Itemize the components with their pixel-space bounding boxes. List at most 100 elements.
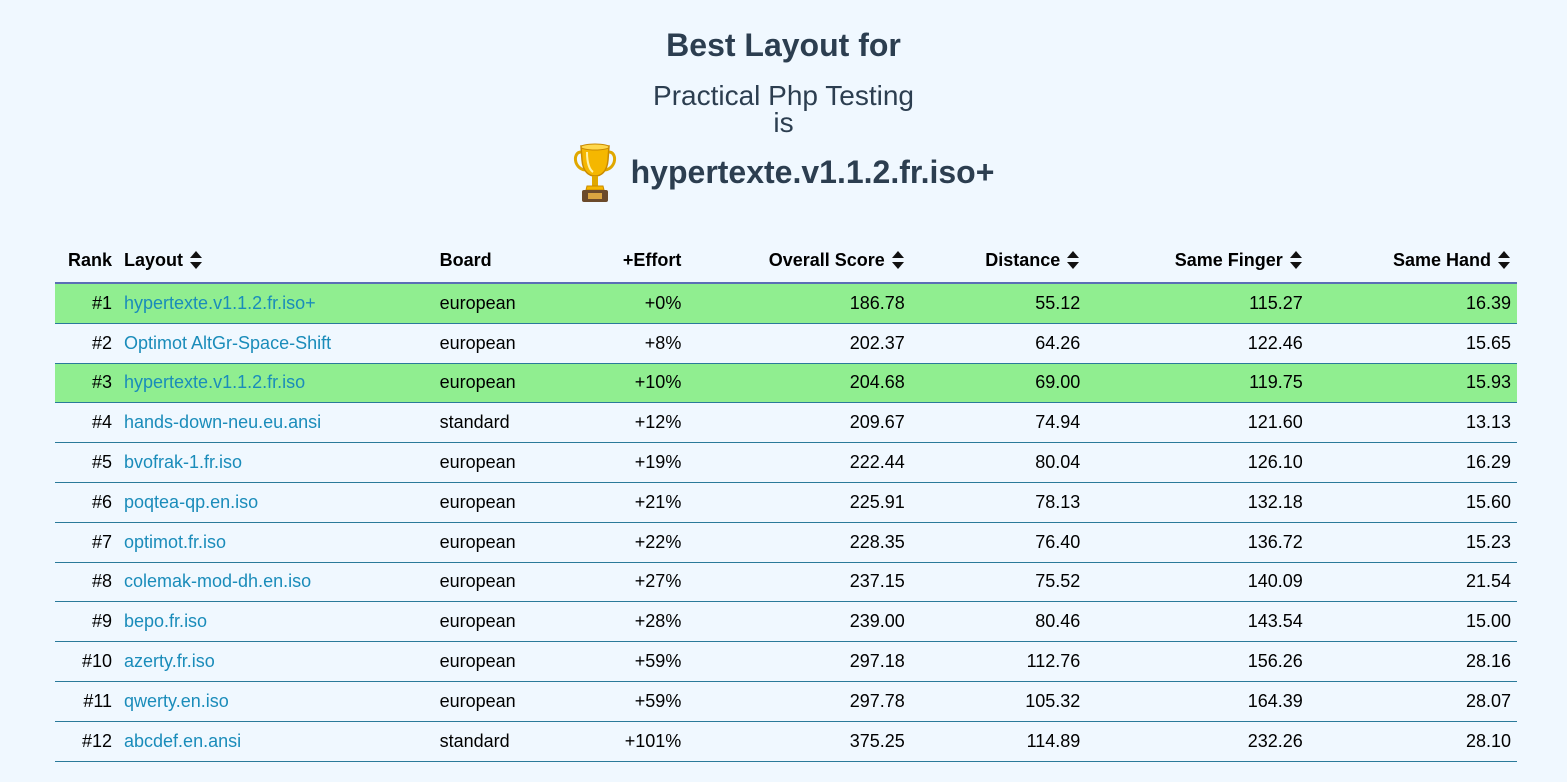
cell-board: european xyxy=(433,601,559,643)
cell-same-finger: 115.27 xyxy=(1086,283,1309,324)
cell-effort: +8% xyxy=(558,323,688,364)
cell-layout: optimot.fr.iso xyxy=(118,522,434,563)
cell-same-hand: 15.65 xyxy=(1308,323,1517,364)
cell-distance: 78.13 xyxy=(910,482,1087,523)
cell-board: european xyxy=(433,641,559,682)
cell-layout: qwerty.en.iso xyxy=(118,681,434,722)
cell-board: european xyxy=(433,363,559,404)
cell-same-finger: 126.10 xyxy=(1086,442,1309,483)
sort-icon[interactable] xyxy=(1497,250,1511,270)
winner-layout-name: hypertexte.v1.1.2.fr.iso+ xyxy=(630,153,995,190)
layout-link[interactable]: poqtea-qp.en.iso xyxy=(124,491,259,512)
cell-effort: +101% xyxy=(558,721,688,762)
results-table: Rank Layout Board +Effort Overall Score … xyxy=(55,239,1517,762)
cell-effort: +10% xyxy=(558,363,688,404)
cell-distance: 74.94 xyxy=(910,402,1087,444)
table-row: #8 colemak-mod-dh.en.iso european +27% 237.1… xyxy=(55,562,1517,603)
cell-overall-score: 239.00 xyxy=(687,601,911,643)
cell-overall-score: 222.44 xyxy=(687,442,911,483)
sort-icon[interactable] xyxy=(1289,250,1303,270)
connector-text: is xyxy=(773,107,794,138)
cell-same-hand: 28.07 xyxy=(1308,681,1517,722)
layout-link[interactable]: qwerty.en.iso xyxy=(124,690,229,711)
cell-layout: colemak-mod-dh.en.iso xyxy=(118,562,434,603)
table-header-row: Rank Layout Board +Effort Overall Score … xyxy=(55,239,1517,284)
cell-distance: 76.40 xyxy=(910,522,1087,563)
cell-board: european xyxy=(433,522,559,563)
column-header-same-hand[interactable]: Same Hand xyxy=(1308,239,1517,284)
table-row: #7 optimot.fr.iso european +22% 228.35 76.40 1… xyxy=(55,522,1517,563)
page-title: Best Layout for xyxy=(666,27,901,63)
cell-effort: +28% xyxy=(558,601,688,643)
trophy-icon xyxy=(573,143,616,202)
column-header-distance[interactable]: Distance xyxy=(910,239,1087,284)
layout-link[interactable]: bvofrak-1.fr.iso xyxy=(124,452,243,473)
cell-same-finger: 136.72 xyxy=(1086,522,1309,563)
layout-link[interactable]: hypertexte.v1.1.2.fr.iso xyxy=(124,372,306,393)
cell-layout: hypertexte.v1.1.2.fr.iso xyxy=(118,363,434,404)
cell-distance: 75.52 xyxy=(910,562,1087,603)
table-row: #5 bvofrak-1.fr.iso european +19% 222.44 80.0… xyxy=(55,442,1517,483)
winner-banner: hypertexte.v1.1.2.fr.iso+ xyxy=(0,142,1567,206)
table-row: #1 hypertexte.v1.1.2.fr.iso+ european +0% 18… xyxy=(55,283,1517,324)
cell-rank: #11 xyxy=(55,681,119,722)
table-row: #10 azerty.fr.iso european +59% 297.18 112.76… xyxy=(55,641,1517,682)
sort-icon[interactable] xyxy=(891,250,905,270)
cell-same-finger: 140.09 xyxy=(1086,562,1309,603)
table-row: #4 hands-down-neu.eu.ansi standard +12% 209.… xyxy=(55,402,1517,444)
cell-same-finger: 121.60 xyxy=(1086,402,1309,444)
cell-rank: #4 xyxy=(55,402,119,444)
cell-layout: hypertexte.v1.1.2.fr.iso+ xyxy=(118,283,434,324)
layout-link[interactable]: optimot.fr.iso xyxy=(124,531,227,552)
layout-link[interactable]: azerty.fr.iso xyxy=(124,651,215,672)
cell-distance: 80.46 xyxy=(910,601,1087,643)
cell-board: european xyxy=(433,323,559,364)
layout-link[interactable]: colemak-mod-dh.en.iso xyxy=(124,571,312,592)
layout-link[interactable]: Optimot AltGr-Space-Shift xyxy=(124,332,332,353)
cell-distance: 105.32 xyxy=(910,681,1087,722)
cell-distance: 55.12 xyxy=(910,283,1087,324)
cell-rank: #12 xyxy=(55,721,119,762)
cell-effort: +0% xyxy=(558,283,688,324)
cell-distance: 112.76 xyxy=(910,641,1087,682)
column-header-same-finger[interactable]: Same Finger xyxy=(1086,239,1309,284)
layout-link[interactable]: abcdef.en.ansi xyxy=(124,730,242,751)
cell-layout: hands-down-neu.eu.ansi xyxy=(118,402,434,444)
layout-link[interactable]: hypertexte.v1.1.2.fr.iso+ xyxy=(124,292,316,313)
cell-rank: #8 xyxy=(55,562,119,603)
cell-rank: #5 xyxy=(55,442,119,483)
table-row: #12 abcdef.en.ansi standard +101% 375.25 114.… xyxy=(55,721,1517,762)
sort-icon[interactable] xyxy=(189,250,203,270)
cell-overall-score: 237.15 xyxy=(687,562,911,603)
cell-effort: +27% xyxy=(558,562,688,603)
table-row: #9 bepo.fr.iso european +28% 239.00 80.46 143.… xyxy=(55,601,1517,643)
cell-same-hand: 16.29 xyxy=(1308,442,1517,483)
cell-board: standard xyxy=(433,402,559,444)
cell-overall-score: 204.68 xyxy=(687,363,911,404)
cell-rank: #2 xyxy=(55,323,119,364)
layout-link[interactable]: hands-down-neu.eu.ansi xyxy=(124,412,322,433)
table-row: #11 qwerty.en.iso european +59% 297.78 105.32… xyxy=(55,681,1517,722)
cell-board: standard xyxy=(433,721,559,762)
cell-effort: +21% xyxy=(558,482,688,523)
layout-link[interactable]: bepo.fr.iso xyxy=(124,611,208,632)
cell-overall-score: 375.25 xyxy=(687,721,911,762)
cell-same-finger: 143.54 xyxy=(1086,601,1309,643)
cell-layout: azerty.fr.iso xyxy=(118,641,434,682)
column-header-rank: Rank xyxy=(55,239,119,284)
column-header-overall-score[interactable]: Overall Score xyxy=(687,239,911,284)
cell-overall-score: 228.35 xyxy=(687,522,911,563)
cell-same-hand: 15.60 xyxy=(1308,482,1517,523)
cell-effort: +59% xyxy=(558,641,688,682)
sort-icon[interactable] xyxy=(1066,250,1080,270)
cell-rank: #7 xyxy=(55,522,119,563)
cell-board: european xyxy=(433,562,559,603)
table-row: #3 hypertexte.v1.1.2.fr.iso european +10% 20… xyxy=(55,363,1517,404)
cell-effort: +22% xyxy=(558,522,688,563)
cell-overall-score: 202.37 xyxy=(687,323,911,364)
table-row: #2 Optimot AltGr-Space-Shift european +8% 20… xyxy=(55,323,1517,364)
column-header-layout[interactable]: Layout xyxy=(118,239,434,284)
cell-overall-score: 225.91 xyxy=(687,482,911,523)
cell-effort: +19% xyxy=(558,442,688,483)
cell-same-hand: 28.16 xyxy=(1308,641,1517,682)
